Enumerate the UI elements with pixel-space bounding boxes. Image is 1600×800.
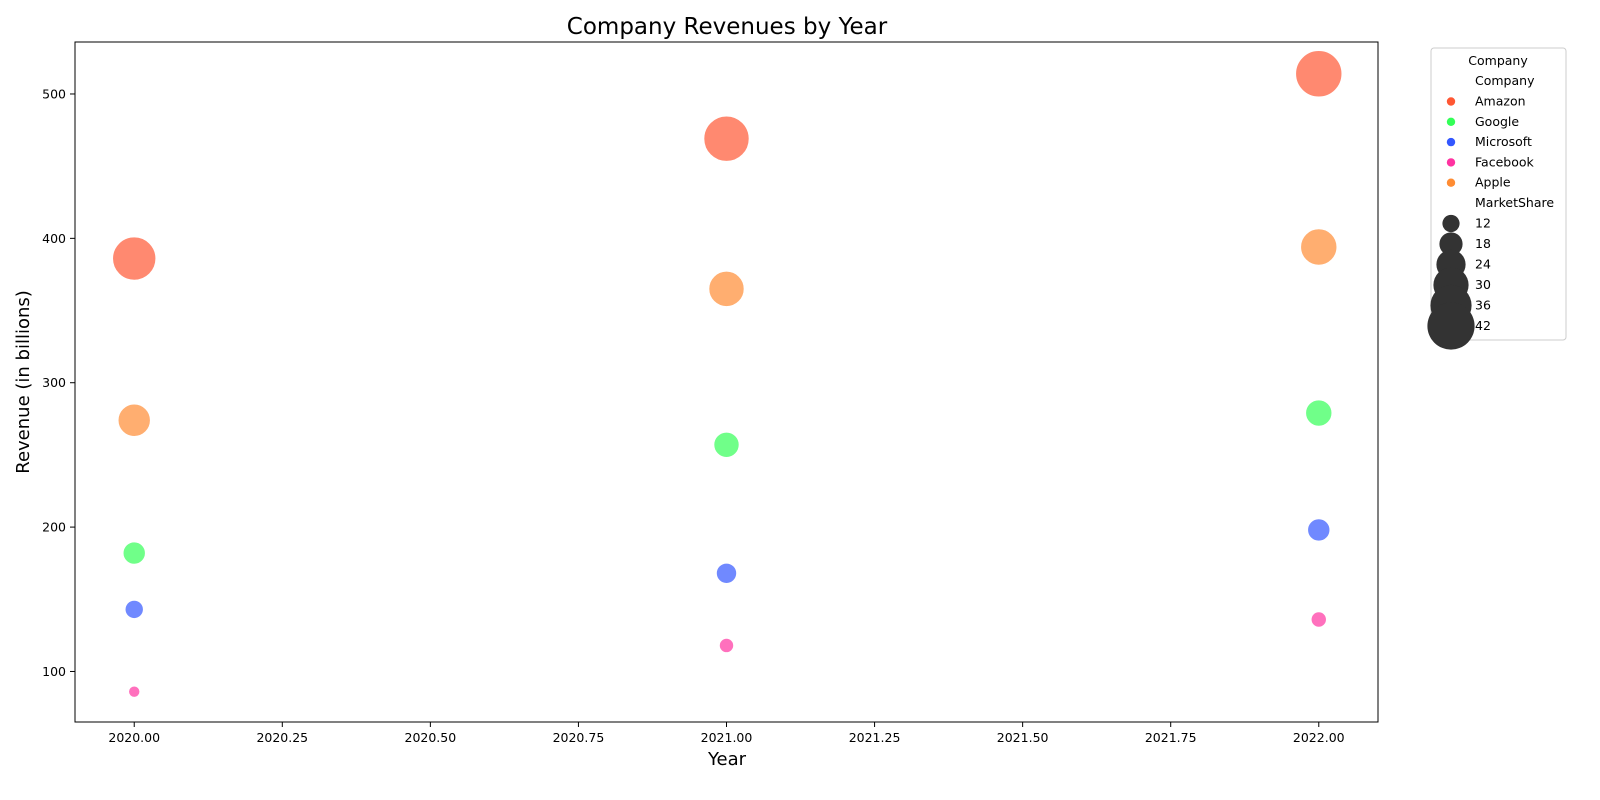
point-google-2020 [122, 541, 146, 565]
point-microsoft-2022 [1307, 518, 1331, 542]
chart-title: Company Revenues by Year [567, 14, 888, 40]
point-google-2022 [1305, 399, 1333, 427]
legend-size-marker-12 [1442, 214, 1460, 233]
x-tick-label: 2022.00 [1293, 730, 1345, 745]
y-axis: 100 200 300 400 500 [42, 86, 75, 679]
x-axis: 2020.00 2020.25 2020.50 2020.75 2021.00 2021.… [108, 722, 1345, 745]
points-layer [112, 50, 1343, 698]
point-apple-2021 [708, 270, 745, 307]
legend-hue-title: Company [1475, 73, 1535, 88]
point-amazon-2020 [112, 236, 157, 281]
point-microsoft-2020 [124, 599, 144, 619]
legend-marker-amazon [1446, 97, 1456, 106]
y-tick-label: 100 [42, 664, 66, 679]
y-tick-label: 400 [42, 231, 66, 246]
legend-label-google: Google [1475, 114, 1519, 129]
legend-label-amazon: Amazon [1475, 94, 1526, 109]
legend-label-facebook: Facebook [1475, 154, 1534, 169]
x-tick-label: 2021.75 [1145, 730, 1197, 745]
legend-size-label-36: 36 [1475, 298, 1491, 313]
legend-size-marker-18 [1439, 232, 1463, 256]
legend-marker-microsoft [1446, 137, 1456, 147]
y-tick-label: 200 [42, 520, 66, 535]
legend: Company Company Amazon Google Microsoft Face… [1427, 47, 1567, 350]
legend-marker-facebook [1446, 158, 1456, 167]
legend-size-label-30: 30 [1475, 277, 1491, 292]
point-google-2021 [713, 431, 740, 458]
legend-size-marker-42 [1427, 302, 1475, 350]
legend-label-microsoft: Microsoft [1475, 134, 1532, 149]
legend-marker-apple [1446, 178, 1456, 187]
legend-size-label-18: 18 [1475, 236, 1491, 251]
x-tick-label: 2020.00 [108, 730, 160, 745]
point-apple-2022 [1300, 228, 1338, 266]
x-tick-label: 2020.75 [553, 730, 605, 745]
point-facebook-2020 [128, 685, 141, 698]
legend-size-title: MarketShare [1475, 195, 1554, 210]
legend-title: Company [1468, 53, 1528, 68]
x-tick-label: 2020.25 [256, 730, 308, 745]
x-tick-label: 2021.00 [701, 730, 753, 745]
x-axis-title: Year [707, 749, 747, 770]
y-tick-label: 300 [42, 375, 66, 390]
point-facebook-2022 [1310, 611, 1327, 628]
point-facebook-2021 [719, 637, 735, 653]
x-tick-label: 2021.25 [849, 730, 901, 745]
legend-size-label-24: 24 [1475, 257, 1491, 272]
y-tick-label: 500 [42, 86, 66, 101]
legend-label-apple: Apple [1475, 175, 1511, 190]
point-microsoft-2021 [716, 562, 738, 584]
point-amazon-2021 [703, 115, 750, 162]
point-amazon-2022 [1295, 50, 1343, 98]
point-apple-2020 [117, 403, 151, 437]
legend-marker-google [1446, 117, 1456, 127]
x-tick-label: 2021.50 [997, 730, 1049, 745]
legend-size-label-42: 42 [1475, 318, 1491, 333]
y-axis-title: Revenue (in billions) [13, 290, 34, 474]
x-tick-label: 2020.50 [405, 730, 457, 745]
legend-size-label-12: 12 [1475, 216, 1491, 231]
